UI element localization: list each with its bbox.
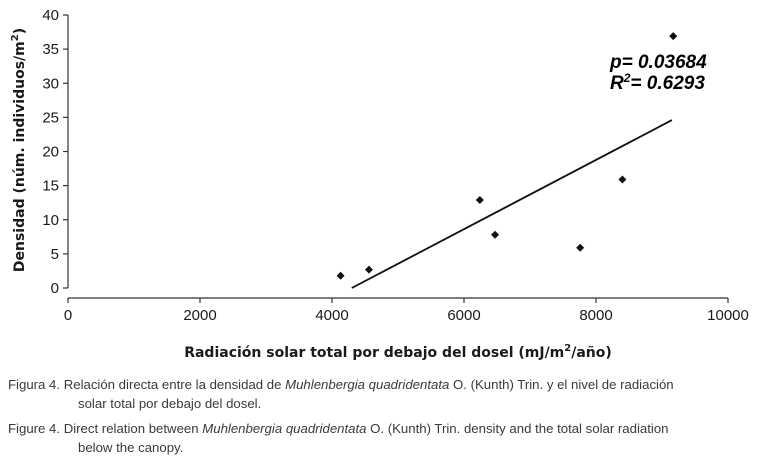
- p-value-annotation: p= 0.03684: [609, 52, 707, 73]
- x-tick-label: 0: [64, 307, 72, 324]
- data-point: [336, 271, 345, 280]
- data-point: [475, 195, 484, 204]
- data-point: [491, 230, 500, 239]
- y-tick-label: 0: [51, 280, 59, 297]
- caption-en-prefix: Figure 4. Direct relation between: [8, 421, 203, 436]
- axes: [63, 14, 729, 303]
- caption-es-prefix: Figura 4. Relación directa entre la dens…: [8, 377, 286, 392]
- x-tick-label: 4000: [315, 307, 348, 324]
- data-point: [576, 243, 585, 252]
- y-tick-label: 20: [42, 144, 59, 161]
- y-tick-label: 40: [42, 7, 59, 24]
- x-tick-label: 8000: [579, 307, 612, 324]
- caption-en-suffix: O. (Kunth) Trin. density and the total s…: [366, 421, 669, 436]
- caption-en-line2: below the canopy.: [78, 440, 184, 455]
- y-tick-label: 25: [42, 109, 59, 126]
- data-point: [364, 265, 373, 274]
- data-point: [669, 32, 678, 41]
- y-tick-label: 30: [42, 75, 59, 92]
- caption-en-species: Muhlenbergia quadridentata: [202, 421, 367, 436]
- x-tick-label: 6000: [447, 307, 480, 324]
- caption-spanish: Figura 4. Relación directa entre la dens…: [8, 375, 768, 413]
- x-tick-label: 10000: [707, 307, 749, 324]
- caption-es-species: Muhlenbergia quadridentata: [285, 377, 450, 392]
- x-axis-title: Radiación solar total por debajo del dos…: [184, 343, 612, 361]
- y-axis-title: Densidad (núm. individuos/m2): [10, 28, 28, 272]
- y-tick-label: 15: [42, 178, 59, 195]
- data-point: [618, 175, 627, 184]
- scatter-chart: 0 5 10 15 20 25 30 35 40 0 2000 4000 6000 8000 10000 p…: [10, 7, 749, 361]
- y-tick-label: 5: [51, 246, 59, 263]
- tick-labels: 0 5 10 15 20 25 30 35 40 0 2000 4000 6000 8000 10000: [42, 7, 749, 324]
- r-squared-superscript: 2: [623, 71, 631, 85]
- y-tick-label: 10: [42, 212, 59, 229]
- trendline: [351, 119, 673, 289]
- caption-es-suffix: O. (Kunth) Trin. y el nivel de radiación: [449, 377, 674, 392]
- r-squared-annotation: R2= 0.6293: [610, 71, 705, 94]
- data-points: [336, 32, 678, 280]
- y-tick-label: 35: [42, 41, 59, 58]
- caption-es-line2: solar total por debajo del dosel.: [78, 396, 262, 411]
- caption-english: Figure 4. Direct relation between Muhlen…: [8, 419, 768, 457]
- r-squared-prefix: R: [610, 73, 624, 94]
- r-squared-value: = 0.6293: [630, 73, 705, 94]
- x-tick-label: 2000: [183, 307, 216, 324]
